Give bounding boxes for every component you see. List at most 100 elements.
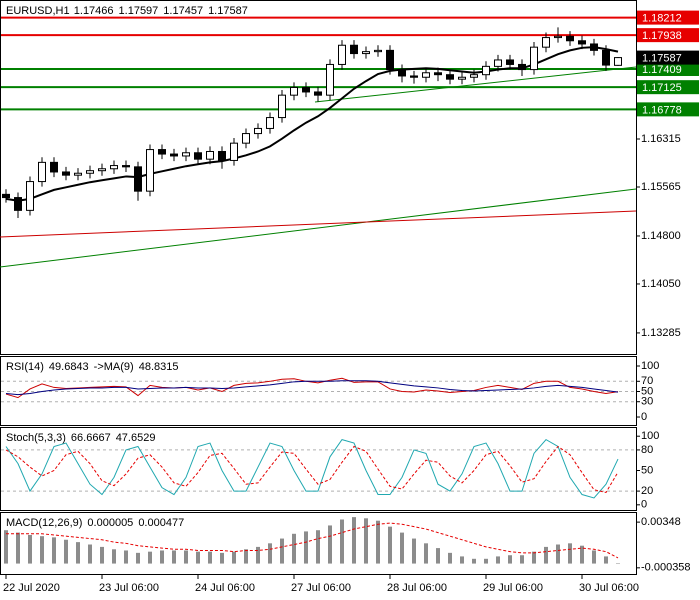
x-tick-label: 29 Jul 06:00: [483, 582, 543, 594]
level-label-box: [637, 80, 699, 95]
candle-body: [458, 76, 466, 80]
candle-body: [38, 161, 46, 183]
histogram-bar: [568, 543, 572, 564]
histogram-bar: [352, 517, 356, 564]
candle-body: [170, 153, 178, 157]
candle-body: [278, 94, 286, 119]
candle-body: [62, 171, 70, 176]
histogram-bar: [436, 548, 440, 564]
candle-body: [122, 165, 130, 168]
histogram-bar: [604, 556, 608, 564]
level-label-box: [637, 28, 699, 43]
y-tick-label: 50: [641, 464, 653, 476]
header-part: 0.000005: [87, 517, 133, 529]
candle-body: [566, 35, 574, 42]
candle-body: [374, 49, 382, 53]
level-label: 1.17125: [642, 82, 682, 94]
candle-body: [290, 86, 298, 96]
candle-body: [362, 51, 370, 55]
header-part: 66.6667: [71, 432, 111, 444]
candle-body: [590, 43, 598, 51]
histogram-bar: [124, 550, 128, 564]
y-tick-label: -0.000358: [641, 562, 691, 574]
trend-line: [314, 66, 637, 103]
candle-body: [482, 65, 490, 76]
histogram-bar: [64, 539, 68, 564]
y-tick-label: 0.00348: [641, 516, 681, 528]
x-tick-label: 24 Jul 06:00: [195, 582, 255, 594]
candle-body: [494, 59, 502, 67]
y-tick-label: 1.13285: [641, 327, 681, 339]
header-part: RSI(14): [6, 361, 44, 373]
candle-body: [578, 40, 586, 45]
histogram-bar: [40, 536, 44, 564]
x-tick-label: 27 Jul 06:00: [291, 582, 351, 594]
histogram-bar: [28, 534, 32, 564]
histogram-bar: [460, 556, 464, 564]
rsi-pane: [0, 356, 637, 426]
histogram-bar: [424, 543, 428, 564]
header-part: 1.17466: [74, 5, 114, 17]
level-label: 1.17409: [642, 64, 682, 76]
header-part: 47.6529: [116, 432, 156, 444]
histogram-bar: [52, 537, 56, 564]
y-tick-label: 0: [641, 499, 647, 511]
header-part: 49.6843: [49, 361, 89, 373]
candle-body: [542, 37, 550, 48]
y-tick-label: 100: [641, 430, 659, 442]
macd-pane: [0, 512, 637, 575]
candle-body: [314, 91, 322, 96]
y-tick-label: 100: [641, 360, 659, 372]
header-part: MACD(12,26,9): [6, 517, 82, 529]
candle-body: [470, 74, 478, 78]
y-tick-label: 20: [641, 485, 653, 497]
histogram-bar: [316, 530, 320, 564]
pane-header: EURUSD,H1 1.17466 1.17597 1.17457 1.17587: [6, 5, 248, 17]
histogram-bar: [256, 546, 260, 564]
candle-body: [194, 152, 202, 160]
header-part: 1.17587: [208, 5, 248, 17]
histogram-bar: [484, 558, 488, 564]
y-tick-label: 30: [641, 396, 653, 408]
y-tick-label: 80: [641, 444, 653, 456]
histogram-bar: [328, 525, 332, 564]
candle-body: [206, 150, 214, 160]
candle-body: [410, 75, 418, 78]
histogram-bar: [544, 546, 548, 564]
candle-body: [26, 181, 34, 211]
histogram-bar: [244, 549, 248, 564]
candle-body: [326, 63, 334, 96]
series-line: [6, 522, 619, 559]
histogram-bar: [292, 533, 296, 564]
stoch-pane: [0, 427, 637, 511]
header-part: ->MA(9): [94, 361, 134, 373]
series-line: [5, 445, 619, 494]
candle-body: [230, 142, 238, 161]
x-tick-label: 22 Jul 2020: [3, 582, 60, 594]
header-part: 0.000477: [138, 517, 184, 529]
header-part: Stoch(5,3,3): [6, 432, 66, 444]
histogram-bar: [364, 518, 368, 564]
histogram-bar: [88, 544, 92, 564]
histogram-bar: [196, 551, 200, 564]
histogram-bar: [4, 530, 8, 564]
candle-body: [254, 127, 262, 135]
histogram-bar: [280, 538, 284, 564]
histogram-bar: [304, 531, 308, 564]
histogram-bar: [268, 543, 272, 564]
histogram-bar: [592, 550, 596, 564]
histogram-bar: [172, 550, 176, 564]
candle-body: [146, 149, 154, 192]
level-label: 1.16778: [642, 104, 682, 116]
candle-body: [218, 150, 226, 161]
pane-header: RSI(14) 49.6843 ->MA(9) 48.8315: [6, 361, 178, 373]
candle-body: [398, 69, 406, 77]
candle-body: [110, 165, 118, 170]
price-pane: [0, 0, 637, 355]
candle-body: [2, 193, 10, 199]
candle-body: [506, 59, 514, 65]
candle-body: [518, 63, 526, 71]
level-label-box: [637, 102, 699, 117]
candle-body: [134, 166, 142, 192]
